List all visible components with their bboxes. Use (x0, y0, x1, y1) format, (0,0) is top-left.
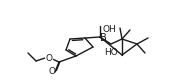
Text: O: O (45, 54, 53, 62)
Text: HO: HO (104, 47, 118, 57)
Text: OH: OH (102, 24, 116, 34)
Text: B: B (100, 33, 106, 43)
Text: O: O (49, 67, 55, 77)
